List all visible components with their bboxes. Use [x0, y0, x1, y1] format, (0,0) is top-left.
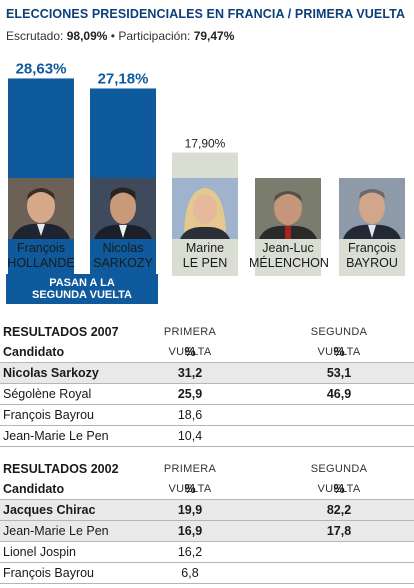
value-cell: 6,8	[181, 566, 199, 580]
table-row: Ségolène Royal 25,9 46,9	[0, 384, 414, 405]
value-cell: 19,9	[177, 503, 203, 517]
col-primera-vuelta: PRIMERA VUELTA	[163, 326, 217, 358]
value-cell: 46,9	[326, 387, 352, 401]
bar-0	[8, 78, 74, 276]
value-cell: 17,8	[326, 524, 352, 538]
table-header-row: RESULTADOS 2002 PRIMERA VUELTA SEGUNDA V…	[0, 459, 414, 495]
candidate-header: Candidato	[3, 482, 65, 496]
table-row: Jacques Chirac 19,9 82,2	[0, 500, 414, 521]
escrutado-label: Escrutado:	[6, 29, 64, 43]
value-cell: 53,1	[326, 366, 352, 380]
candidate-cell: Jean-Marie Le Pen	[3, 429, 109, 443]
value-cell: 25,9	[177, 387, 203, 401]
candidate-cell: Lionel Jospin	[3, 545, 76, 559]
page-title: ELECCIONES PRESIDENCIALES EN FRANCIA / P…	[6, 7, 406, 21]
value-cell: 31,2	[177, 366, 203, 380]
table-title: RESULTADOS 2007	[3, 325, 119, 339]
candidate-name-bayrou: François BAYROU	[346, 241, 398, 270]
table-subheader-row: Candidato % %	[0, 479, 414, 500]
table-row: Lionel Jospin 16,2	[0, 542, 414, 563]
bar-value-label-2: 17,90%	[185, 136, 226, 150]
portrait-sarkozy	[90, 178, 156, 239]
candidate-cell: Jean-Marie Le Pen	[3, 524, 109, 538]
candidate-name-hollande: François HOLLANDE	[7, 241, 75, 270]
candidate-cell: Ségolène Royal	[3, 387, 92, 401]
subtitle: Escrutado: 98,09% • Participación: 79,47…	[6, 29, 234, 43]
bar-value-label-0: 28,63%	[16, 60, 67, 77]
value-cell: 16,9	[177, 524, 203, 538]
candidate-name-sarkozy: Nicolas SARKOZY	[93, 241, 153, 270]
portrait-le-pen	[172, 178, 238, 239]
bar-value-label-1: 27,18%	[98, 70, 149, 87]
unit-1: %	[184, 482, 196, 496]
candidate-cell: Nicolas Sarkozy	[3, 366, 99, 380]
participacion-value: 79,47%	[193, 29, 235, 43]
results-2007-table: RESULTADOS 2007 PRIMERA VUELTA SEGUNDA V…	[0, 322, 414, 447]
table-row: Jean-Marie Le Pen 16,9 17,8	[0, 521, 414, 542]
candidate-cell: François Bayrou	[3, 408, 95, 422]
candidate-cell: Jacques Chirac	[3, 503, 96, 517]
table-title: RESULTADOS 2002	[3, 462, 119, 476]
unit-2: %	[333, 482, 345, 496]
escrutado-value: 98,09%	[66, 29, 108, 43]
col-segunda-vuelta: SEGUNDA VUELTA	[310, 326, 368, 358]
value-cell: 82,2	[326, 503, 352, 517]
candidate-header: Candidato	[3, 345, 65, 359]
candidate-name-melenchon: Jean-Luc MÉLENCHON	[249, 241, 329, 270]
value-cell: 10,4	[177, 429, 203, 443]
unit-1: %	[184, 345, 196, 359]
participacion-label: Participación:	[118, 29, 191, 43]
second-round-banner: PASAN A LA SEGUNDA VUELTA	[6, 274, 158, 304]
table-row: François Bayrou 6,8	[0, 563, 414, 584]
portrait-bayrou	[339, 178, 405, 239]
candidate-cell: François Bayrou	[3, 566, 95, 580]
results-2002-table: RESULTADOS 2002 PRIMERA VUELTA SEGUNDA V…	[0, 459, 414, 584]
table-header-row: RESULTADOS 2007 PRIMERA VUELTA SEGUNDA V…	[0, 322, 414, 358]
table-row: Jean-Marie Le Pen 10,4	[0, 426, 414, 447]
table-row: Nicolas Sarkozy 31,2 53,1	[0, 363, 414, 384]
portrait-hollande	[8, 178, 74, 239]
separator: •	[110, 29, 115, 43]
col-segunda-vuelta: SEGUNDA VUELTA	[310, 463, 368, 495]
table-row: François Bayrou 18,6	[0, 405, 414, 426]
value-cell: 16,2	[177, 545, 203, 559]
table-subheader-row: Candidato % %	[0, 342, 414, 363]
portrait-melenchon	[255, 178, 321, 239]
value-cell: 18,6	[177, 408, 203, 422]
candidate-name-le-pen: Marine LE PEN	[182, 241, 228, 270]
col-primera-vuelta: PRIMERA VUELTA	[163, 463, 217, 495]
unit-2: %	[333, 345, 345, 359]
